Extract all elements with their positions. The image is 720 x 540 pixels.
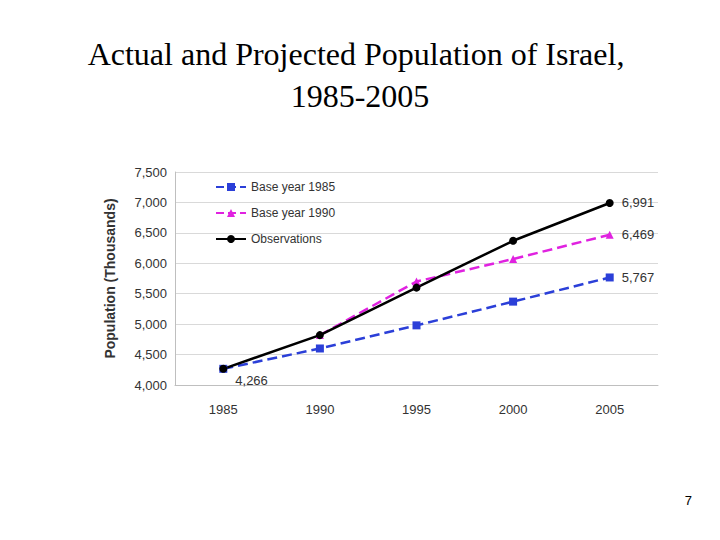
- svg-text:7,500: 7,500: [134, 165, 167, 180]
- svg-text:5,767: 5,767: [622, 270, 655, 285]
- svg-text:1985: 1985: [209, 402, 238, 417]
- svg-text:4,000: 4,000: [134, 378, 167, 393]
- svg-text:Observations: Observations: [251, 232, 322, 246]
- svg-text:5,500: 5,500: [134, 286, 167, 301]
- svg-text:1995: 1995: [402, 402, 431, 417]
- svg-text:5,000: 5,000: [134, 317, 167, 332]
- svg-text:Base year 1985: Base year 1985: [251, 180, 335, 194]
- svg-text:2005: 2005: [595, 402, 624, 417]
- svg-text:7,000: 7,000: [134, 195, 167, 210]
- svg-text:2000: 2000: [499, 402, 528, 417]
- svg-text:6,500: 6,500: [134, 225, 167, 240]
- svg-text:Base year 1990: Base year 1990: [251, 206, 335, 220]
- svg-text:4,266: 4,266: [235, 373, 268, 388]
- svg-text:6,991: 6,991: [622, 195, 655, 210]
- svg-text:Actual and Projected Populatio: Actual and Projected Population of Israe…: [88, 36, 633, 72]
- svg-text:7: 7: [685, 493, 692, 508]
- svg-text:6,000: 6,000: [134, 256, 167, 271]
- svg-text:6,469: 6,469: [622, 227, 655, 242]
- svg-text:Population (Thousands): Population (Thousands): [102, 198, 118, 358]
- svg-text:4,500: 4,500: [134, 347, 167, 362]
- svg-text:1990: 1990: [305, 402, 334, 417]
- svg-text:1985-2005: 1985-2005: [291, 78, 430, 114]
